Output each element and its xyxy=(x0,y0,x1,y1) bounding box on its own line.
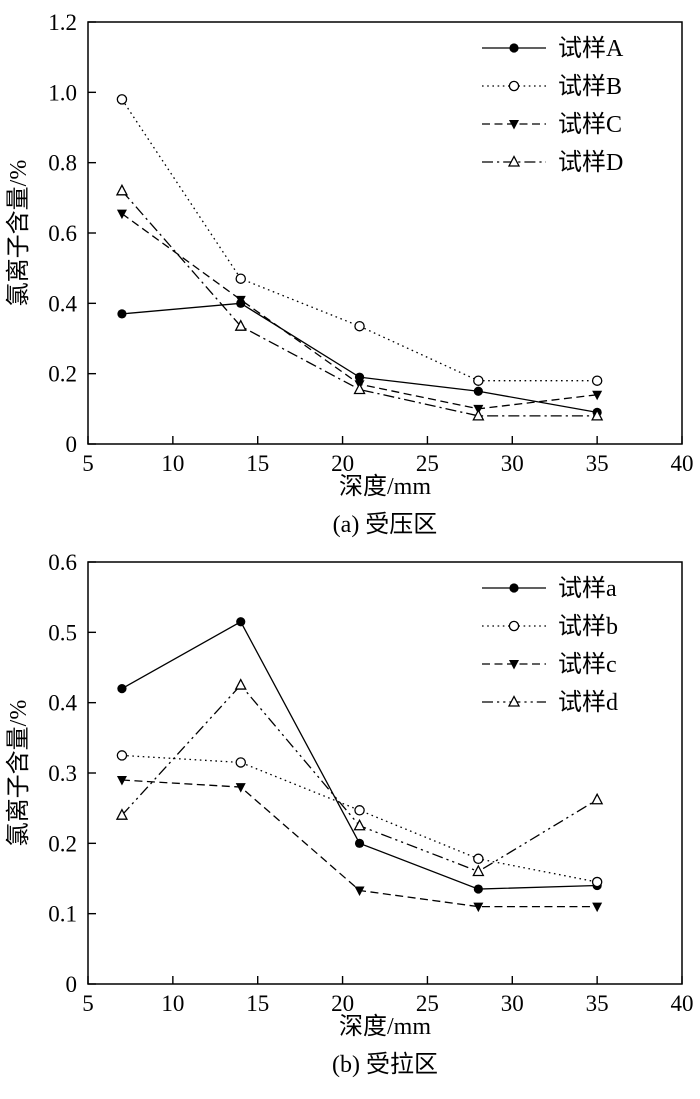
marker-filled-circle xyxy=(509,43,519,53)
x-tick-label: 30 xyxy=(501,451,524,476)
y-tick-label: 0.6 xyxy=(48,221,77,246)
x-tick-label: 5 xyxy=(82,991,94,1016)
x-tick-label: 35 xyxy=(586,451,609,476)
marker-open-triangle-up xyxy=(234,319,247,331)
marker-filled-circle xyxy=(117,684,127,694)
marker-filled-circle xyxy=(473,386,483,396)
x-tick-label: 20 xyxy=(331,991,354,1016)
figure-page: 5 10 15 20 25 30 35 40 0 0.2 0.4 0.6 0.8 1.0 1.2 深度/mm 氯… xyxy=(0,8,700,1088)
marker-open-circle xyxy=(473,853,484,865)
marker-filled-triangle-down xyxy=(592,902,603,913)
chart-a-caption: (a) 受压区 xyxy=(332,512,438,538)
marker-filled-triangle-down xyxy=(473,902,484,913)
x-tick-label: 40 xyxy=(671,451,694,476)
y-tick-label: 0.2 xyxy=(48,831,77,856)
series-line-1 xyxy=(121,754,598,883)
x-tick-label: 10 xyxy=(161,991,184,1016)
legend-label: 试样d xyxy=(558,689,618,716)
marker-open-triangle-up xyxy=(507,695,521,707)
legend-label: 试样A xyxy=(558,35,624,62)
marker-open-triangle-up xyxy=(507,155,521,167)
y-axis-label: 氯离子含量/% xyxy=(5,160,32,307)
series-line-1 xyxy=(121,99,598,382)
marker-open-circle xyxy=(591,876,603,888)
legend-label: 试样B xyxy=(558,73,622,100)
marker-open-triangle-up xyxy=(472,864,485,877)
chart-b-plot: 5 10 15 20 25 30 35 40 0 0.1 0.2 0.3 0.4 0.5 0.6 深度/mm 氯… xyxy=(5,550,694,1040)
marker-filled-triangle-down xyxy=(592,390,603,401)
y-tick-label: 0.1 xyxy=(48,902,77,927)
marker-filled-triangle-down xyxy=(235,295,246,306)
series-line-0 xyxy=(121,620,598,890)
legend-label: 试样a xyxy=(558,575,617,602)
y-tick-label: 0.5 xyxy=(48,620,77,645)
marker-open-circle xyxy=(508,80,520,92)
marker-filled-circle xyxy=(354,838,365,848)
y-tick-label: 0.8 xyxy=(48,151,77,176)
marker-open-triangle-up xyxy=(472,408,485,421)
marker-open-circle xyxy=(235,757,246,768)
marker-filled-triangle-down xyxy=(116,776,127,786)
y-tick-label: 0.4 xyxy=(48,291,77,316)
y-tick-label: 0.6 xyxy=(48,550,77,575)
marker-open-triangle-up xyxy=(591,408,604,421)
x-tick-label: 30 xyxy=(501,991,524,1016)
marker-filled-triangle-down xyxy=(235,783,246,793)
marker-filled-triangle-down xyxy=(509,660,519,670)
marker-filled-circle xyxy=(473,884,483,894)
series-line-0 xyxy=(121,302,598,413)
marker-open-circle xyxy=(508,620,520,632)
y-tick-label: 0.3 xyxy=(48,761,77,786)
marker-open-triangle-up xyxy=(353,818,366,831)
y-tick-label: 0.2 xyxy=(48,362,77,387)
marker-filled-triangle-down xyxy=(354,886,365,896)
marker-filled-triangle-down xyxy=(509,120,519,130)
legend-label: 试样C xyxy=(558,111,622,138)
y-tick-label: 1.2 xyxy=(48,10,77,35)
marker-filled-circle xyxy=(117,309,127,319)
marker-filled-circle xyxy=(236,617,246,627)
marker-open-triangle-up xyxy=(115,808,129,820)
marker-open-triangle-up xyxy=(115,183,129,196)
x-tick-label: 5 xyxy=(82,451,94,476)
marker-filled-circle xyxy=(354,372,365,382)
marker-open-circle xyxy=(354,805,365,816)
y-tick-label: 1.0 xyxy=(48,80,77,105)
y-tick-label: 0.4 xyxy=(48,691,77,716)
marker-filled-triangle-down xyxy=(116,209,127,220)
chart-a-plot: 5 10 15 20 25 30 35 40 0 0.2 0.4 0.6 0.8 1.0 1.2 深度/mm 氯… xyxy=(5,10,694,500)
marker-open-circle xyxy=(591,375,603,386)
marker-open-circle xyxy=(116,94,128,105)
series-line-3 xyxy=(121,190,598,417)
x-tick-label: 25 xyxy=(416,451,439,476)
marker-open-triangle-up xyxy=(591,792,604,805)
marker-filled-circle xyxy=(509,583,519,593)
x-tick-label: 15 xyxy=(246,451,269,476)
chart-b-figure: 5 10 15 20 25 30 35 40 0 0.1 0.2 0.3 0.4 0.5 0.6 深度/mm 氯… xyxy=(0,548,700,1088)
marker-open-circle xyxy=(473,375,484,386)
x-tick-label: 40 xyxy=(671,991,694,1016)
x-tick-label: 20 xyxy=(331,451,354,476)
y-tick-label: 0 xyxy=(66,972,78,997)
marker-open-circle xyxy=(354,320,365,332)
x-axis-label: 深度/mm xyxy=(339,1013,431,1040)
legend-label: 试样c xyxy=(558,651,617,678)
chart-b-caption: (b) 受拉区 xyxy=(332,1052,438,1078)
x-tick-label: 15 xyxy=(246,991,269,1016)
x-tick-label: 35 xyxy=(586,991,609,1016)
chart-a-figure: 5 10 15 20 25 30 35 40 0 0.2 0.4 0.6 0.8 1.0 1.2 深度/mm 氯… xyxy=(0,8,700,548)
marker-open-triangle-up xyxy=(234,678,247,690)
legend-label: 试样b xyxy=(558,613,618,640)
y-tick-label: 0 xyxy=(66,432,78,457)
y-axis-label: 氯离子含量/% xyxy=(5,700,32,847)
marker-open-triangle-up xyxy=(353,382,366,395)
x-axis-label: 深度/mm xyxy=(339,473,431,500)
x-tick-label: 25 xyxy=(416,991,439,1016)
marker-open-circle xyxy=(235,273,246,284)
x-tick-label: 10 xyxy=(161,451,184,476)
marker-open-circle xyxy=(116,750,128,761)
legend-label: 试样D xyxy=(558,149,623,176)
